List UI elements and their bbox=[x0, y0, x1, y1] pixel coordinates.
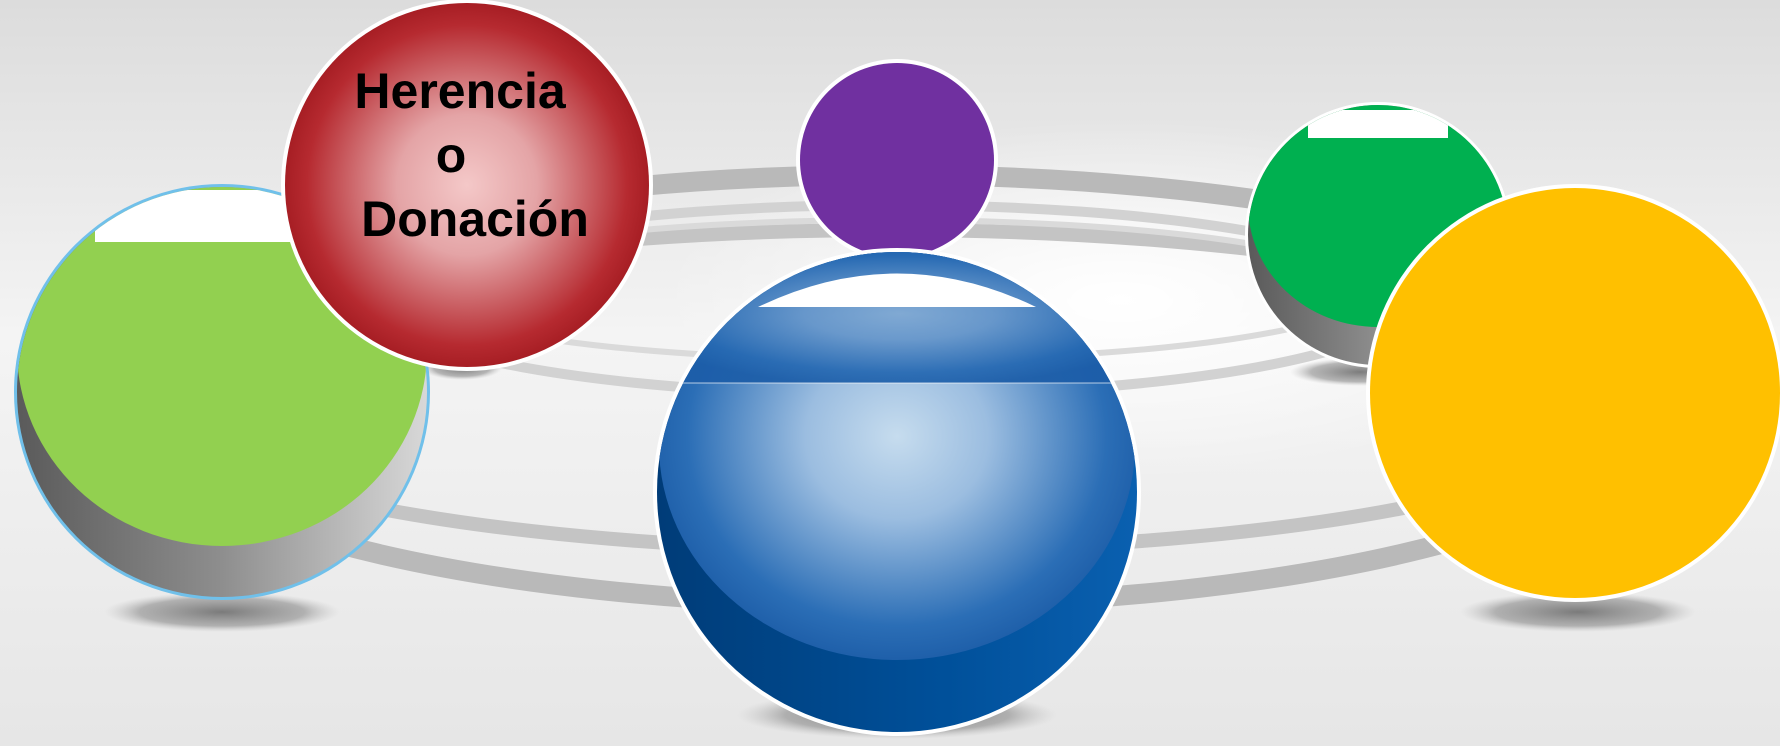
red-sphere: Herencia o Donación bbox=[281, 0, 653, 371]
purple-sphere bbox=[796, 59, 998, 261]
yellow-sphere bbox=[1366, 184, 1780, 602]
red-sphere-label: Herencia o Donación bbox=[354, 63, 588, 247]
label-line-2: o bbox=[436, 127, 467, 183]
label-line-3: Donación bbox=[361, 191, 589, 247]
green-sphere bbox=[14, 184, 430, 600]
blue-sphere bbox=[653, 248, 1141, 736]
label-line-1: Herencia bbox=[354, 63, 566, 119]
